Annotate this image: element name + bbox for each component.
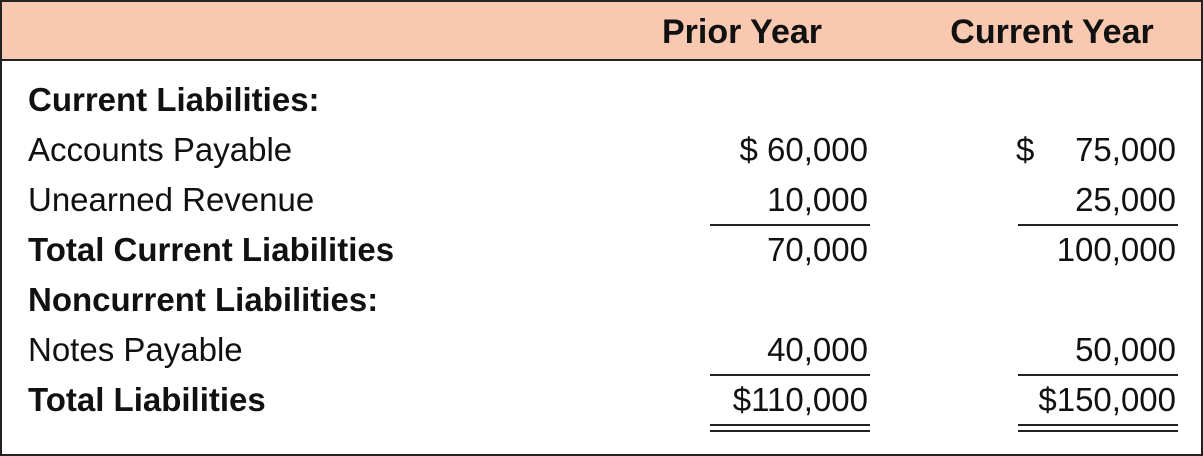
double-underline xyxy=(1018,430,1178,432)
row-label: Noncurrent Liabilities: xyxy=(28,281,379,318)
header-band: Prior Year Current Year xyxy=(2,2,1201,61)
row-label: Notes Payable xyxy=(28,331,243,368)
amount: 100,000 xyxy=(1056,231,1176,268)
table-row: Current Liabilities: xyxy=(2,75,1201,125)
amount: 40,000 xyxy=(767,331,868,368)
double-underline xyxy=(1018,424,1178,426)
row-label: Unearned Revenue xyxy=(28,181,315,218)
row-label: Total Current Liabilities xyxy=(28,231,395,268)
table-row: Unearned Revenue 10,000 25,000 xyxy=(2,175,1201,225)
row-label: Accounts Payable xyxy=(28,131,293,168)
table-row: Noncurrent Liabilities: xyxy=(2,275,1201,325)
amount: 25,000 xyxy=(1075,181,1176,218)
row-label: Total Liabilities xyxy=(28,381,266,418)
amount: $ 60,000 xyxy=(739,131,868,168)
double-underline xyxy=(710,430,870,432)
table-row: Total Current Liabilities 70,000 100,000 xyxy=(2,225,1201,275)
table-row: Total Liabilities $110,000 $150,000 xyxy=(2,375,1201,425)
table-row: Notes Payable 40,000 50,000 xyxy=(2,325,1201,375)
underline xyxy=(1018,224,1178,226)
amount: 70,000 xyxy=(767,231,868,268)
table-row: Accounts Payable $ 60,000 $75,000 xyxy=(2,125,1201,175)
column-header: Current Year xyxy=(950,13,1154,51)
double-underline xyxy=(710,424,870,426)
amount: 50,000 xyxy=(1075,331,1176,368)
row-label: Current Liabilities: xyxy=(28,81,320,118)
amount: 75,000 xyxy=(1075,131,1176,168)
currency-symbol: $ xyxy=(1016,131,1035,168)
underline xyxy=(710,224,870,226)
underline xyxy=(710,374,870,376)
amount: $110,000 xyxy=(732,381,868,418)
amount: $150,000 xyxy=(1038,381,1176,418)
amount: 10,000 xyxy=(767,181,868,218)
underline xyxy=(1018,374,1178,376)
amount-cell: $75,000 xyxy=(1016,125,1176,175)
column-header: Prior Year xyxy=(661,13,823,51)
